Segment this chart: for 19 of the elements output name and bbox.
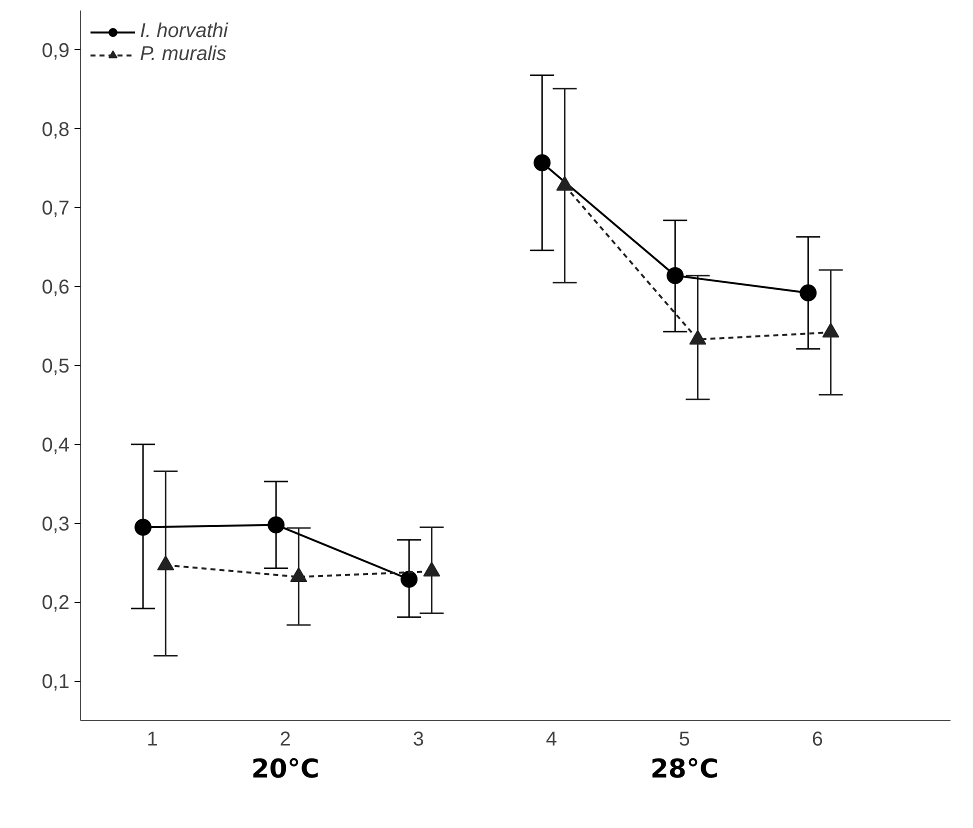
legend-label: I. horvathi — [140, 20, 228, 43]
y-tick-label: 0,6 — [42, 276, 70, 299]
x-tick-label: 3 — [412, 728, 424, 750]
x-tick-label: 1 — [146, 728, 158, 750]
y-tick-label: 0,2 — [42, 592, 70, 614]
y-tick-label: 0,3 — [42, 513, 70, 536]
y-tick-label: 0,8 — [42, 118, 70, 141]
text: 28°C — [650, 754, 719, 784]
y-tick-label: 0,7 — [42, 198, 70, 220]
x-tick-label: 4 — [546, 728, 557, 750]
y-tick-label: 0,1 — [42, 671, 70, 694]
x-tick-label: 6 — [812, 728, 824, 750]
y-tick-label: 0,4 — [42, 434, 70, 456]
y-tick-label: 0,5 — [42, 356, 70, 378]
legend-label: P. muralis — [140, 43, 226, 66]
x-tick-label: 5 — [678, 728, 690, 750]
x-tick-label: 2 — [280, 728, 291, 750]
y-tick-label: 0,9 — [42, 40, 70, 62]
text: 20°C — [251, 754, 320, 784]
